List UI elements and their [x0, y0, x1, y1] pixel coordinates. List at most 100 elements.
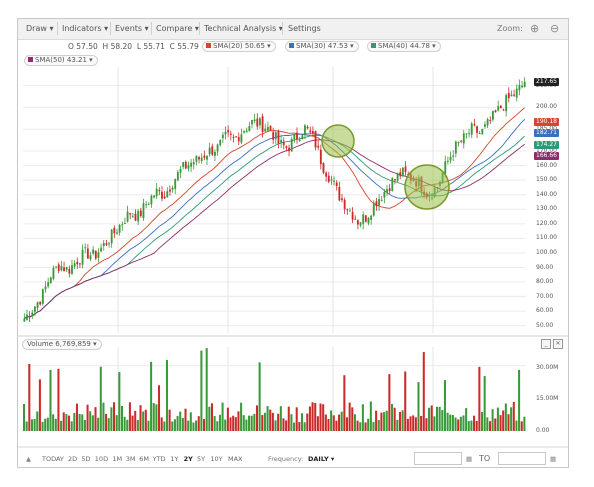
highlight-circle [321, 124, 355, 158]
range-button-5d[interactable]: 5D [81, 455, 91, 463]
volume-bar [263, 412, 266, 431]
range-button-1m[interactable]: 1M [112, 455, 123, 463]
zoom-label: Zoom: [497, 24, 523, 33]
candle [198, 157, 200, 160]
chart-widget: Draw ▾ Indicators ▾ Events ▾ Compare ▾ T… [17, 18, 569, 468]
sma-30-tag[interactable]: SMA(30) 47.53 ▾ [285, 41, 359, 52]
candle [341, 198, 343, 200]
menu-technical-analysis[interactable]: Technical Analysis ▾ [204, 24, 283, 33]
range-button-max[interactable]: MAX [228, 455, 243, 463]
candle [304, 125, 306, 134]
candle [507, 93, 510, 99]
candle [243, 130, 245, 133]
candle [462, 133, 465, 144]
candle [169, 189, 171, 192]
volume-bar [454, 417, 457, 431]
volume-bar [126, 419, 129, 431]
low-value: L 55.71 [136, 42, 165, 51]
candle [219, 139, 222, 146]
range-button-10y[interactable]: 10Y [210, 455, 223, 463]
candle [351, 211, 354, 220]
volume-bar [41, 421, 44, 431]
candle [227, 130, 230, 133]
volume-bar [277, 413, 280, 431]
sma-20-tag[interactable]: SMA(20) 50.65 ▾ [202, 41, 276, 52]
volume-bar [250, 415, 253, 431]
candle [137, 210, 140, 222]
calendar-icon[interactable]: ▦ [466, 455, 473, 463]
sma-50-tag[interactable]: SMA(50) 43.21 ▾ [24, 55, 98, 66]
candle [264, 128, 267, 132]
range-button-ytd[interactable]: YTD [152, 455, 166, 463]
volume-bar [499, 415, 502, 431]
volume-bar [160, 417, 163, 431]
range-button-10d[interactable]: 10D [94, 455, 109, 463]
volume-bar [107, 418, 110, 431]
volume-header[interactable]: Volume 6,769,859 ▾ [22, 339, 102, 350]
candle [36, 302, 39, 309]
candle [60, 265, 63, 271]
candle [116, 232, 118, 234]
chart-toolbar: Draw ▾ Indicators ▾ Events ▾ Compare ▾ T… [18, 19, 568, 40]
candle [232, 136, 235, 138]
candle [505, 95, 508, 112]
range-button-2d[interactable]: 2D [68, 455, 78, 463]
volume-bar [102, 402, 105, 431]
volume-bar [293, 422, 296, 431]
close-icon[interactable]: ✕ [553, 339, 563, 349]
candle [338, 186, 341, 201]
range-button-5y[interactable]: 5Y [197, 455, 206, 463]
range-button-today[interactable]: TODAY [42, 455, 64, 463]
sma-50-line [24, 139, 525, 319]
range-button-6m[interactable]: 6M [139, 455, 149, 463]
menu-draw[interactable]: Draw ▾ [26, 24, 54, 33]
volume-bar [269, 409, 272, 431]
start-date-input[interactable] [414, 452, 462, 465]
menu-events[interactable]: Events ▾ [115, 24, 149, 33]
candle [293, 134, 296, 140]
volume-bar [134, 410, 137, 431]
candle [78, 263, 81, 265]
candle [182, 162, 185, 167]
candle [476, 126, 478, 133]
volume-bar [258, 362, 261, 431]
candle [473, 124, 476, 126]
scroll-left-icon[interactable]: ▲ [26, 455, 31, 463]
price-chart[interactable] [18, 19, 568, 467]
range-button-1y[interactable]: 1Y [170, 455, 179, 463]
end-date-input[interactable] [498, 452, 546, 465]
volume-bar [396, 419, 399, 431]
volume-bar [319, 403, 322, 431]
volume-bar [438, 406, 441, 431]
zoom-out-icon[interactable]: ⊖ [550, 22, 560, 35]
volume-bar [417, 382, 420, 431]
volume-bar [44, 418, 47, 431]
candle [401, 167, 404, 177]
volume-bar [168, 409, 171, 431]
candle [44, 286, 47, 290]
candle [272, 132, 275, 140]
menu-compare[interactable]: Compare ▾ [156, 24, 199, 33]
volume-bar [150, 361, 153, 431]
sma-30-line [24, 118, 526, 319]
candle [362, 214, 365, 224]
frequency-select[interactable]: DAILY ▾ [308, 455, 335, 463]
candle [452, 155, 455, 157]
menu-settings[interactable]: Settings [288, 24, 321, 33]
candle [131, 215, 134, 217]
minimize-icon[interactable]: _ [541, 339, 551, 349]
candle [235, 136, 238, 138]
calendar-icon[interactable]: ▦ [550, 455, 557, 463]
menu-indicators[interactable]: Indicators ▾ [62, 24, 109, 33]
candle [386, 189, 388, 193]
range-button-3m[interactable]: 3M [125, 455, 136, 463]
candle [288, 147, 290, 152]
volume-bar [245, 419, 248, 431]
range-button-2y[interactable]: 2Y [183, 455, 193, 463]
sma-40-tag[interactable]: SMA(40) 44.78 ▾ [367, 41, 441, 52]
candle [354, 218, 357, 220]
volume-bar [147, 420, 150, 431]
candle [84, 247, 87, 249]
zoom-in-icon[interactable]: ⊕ [530, 22, 540, 35]
candle [81, 249, 84, 265]
